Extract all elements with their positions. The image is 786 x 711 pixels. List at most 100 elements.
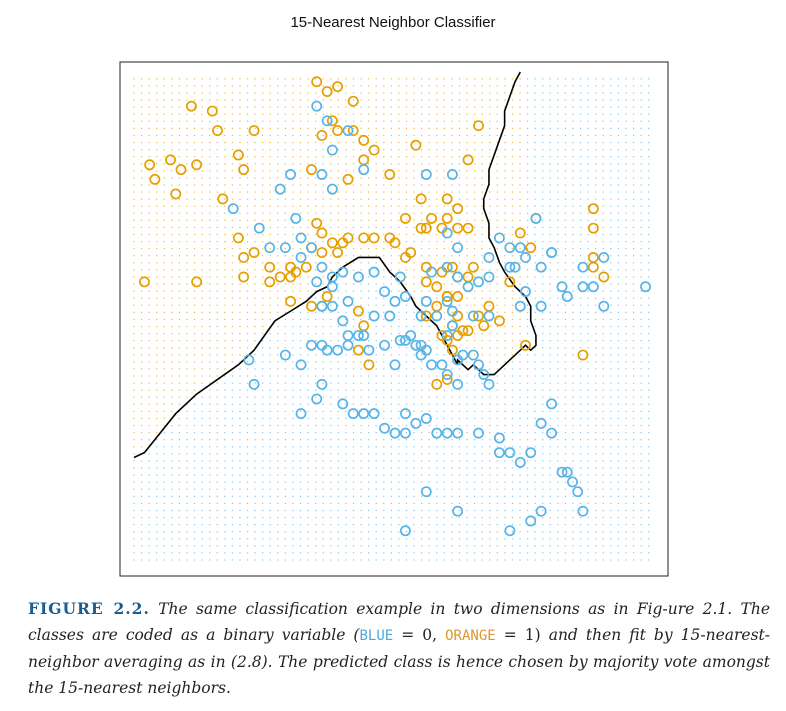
grid-dot bbox=[549, 127, 551, 129]
grid-dot bbox=[564, 502, 567, 504]
grid-dot bbox=[277, 502, 279, 504]
grid-dot bbox=[345, 127, 347, 129]
grid-dot bbox=[610, 99, 612, 101]
grid-dot bbox=[398, 460, 400, 462]
grid-dot bbox=[542, 332, 544, 335]
grid-dot bbox=[322, 163, 324, 165]
grid-dot bbox=[360, 375, 362, 377]
grid-dot bbox=[337, 389, 339, 391]
grid-dot bbox=[587, 156, 589, 158]
grid-dot bbox=[239, 545, 241, 547]
grid-dot bbox=[133, 474, 135, 476]
grid-dot bbox=[595, 325, 597, 328]
grid-dot bbox=[345, 163, 347, 165]
grid-dot bbox=[262, 389, 264, 391]
grid-dot bbox=[193, 439, 196, 441]
grid-dot bbox=[352, 439, 355, 441]
orange-point bbox=[353, 344, 364, 356]
grid-dot bbox=[443, 163, 445, 165]
grid-dot bbox=[209, 354, 211, 356]
grid-dot bbox=[337, 460, 339, 462]
grid-dot bbox=[519, 297, 521, 299]
grid-dot bbox=[254, 177, 256, 179]
grid-dot bbox=[564, 531, 567, 533]
grid-dot bbox=[436, 502, 438, 504]
grid-dot bbox=[542, 283, 544, 285]
grid-dot bbox=[148, 212, 150, 214]
grid-dot bbox=[383, 134, 385, 137]
grid-dot bbox=[239, 106, 241, 108]
grid-dot bbox=[269, 389, 271, 391]
grid-dot bbox=[307, 233, 309, 236]
grid-dot bbox=[474, 446, 476, 448]
grid-dot bbox=[610, 283, 612, 285]
grid-dot bbox=[277, 85, 279, 87]
grid-dot bbox=[254, 467, 256, 469]
grid-dot bbox=[315, 410, 317, 413]
grid-dot bbox=[360, 283, 362, 285]
grid-dot bbox=[421, 460, 423, 462]
grid-dot bbox=[504, 509, 506, 512]
grid-dot bbox=[277, 424, 279, 427]
grid-dot bbox=[640, 389, 642, 391]
grid-dot bbox=[549, 481, 551, 483]
grid-dot bbox=[315, 488, 317, 490]
grid-dot bbox=[481, 396, 483, 398]
grid-dot bbox=[625, 332, 627, 335]
grid-dot bbox=[413, 439, 415, 441]
orange-point bbox=[467, 261, 479, 273]
grid-dot bbox=[337, 495, 339, 497]
grid-dot bbox=[632, 283, 635, 285]
grid-dot bbox=[201, 488, 203, 490]
grid-dot bbox=[345, 424, 347, 427]
grid-dot bbox=[579, 531, 582, 533]
blue-point bbox=[342, 125, 354, 137]
grid-dot bbox=[405, 248, 408, 250]
grid-dot bbox=[489, 347, 491, 349]
grid-dot bbox=[262, 340, 264, 342]
grid-dot bbox=[299, 516, 302, 519]
grid-dot bbox=[337, 502, 339, 504]
grid-dot bbox=[178, 481, 181, 483]
grid-dot bbox=[216, 559, 218, 561]
grid-dot bbox=[231, 502, 233, 504]
grid-dot bbox=[579, 248, 582, 250]
grid-dot bbox=[595, 106, 597, 108]
grid-dot bbox=[186, 127, 188, 129]
grid-dot bbox=[625, 552, 627, 554]
grid-dot bbox=[625, 177, 627, 179]
grid-dot bbox=[148, 403, 150, 405]
grid-dot bbox=[572, 92, 574, 94]
grid-dot bbox=[428, 446, 430, 448]
grid-dot bbox=[579, 538, 582, 540]
grid-dot bbox=[383, 495, 385, 497]
grid-dot bbox=[277, 538, 279, 540]
grid-dot bbox=[504, 191, 506, 193]
grid-dot bbox=[269, 113, 271, 115]
grid-dot bbox=[186, 163, 188, 165]
grid-dot bbox=[186, 177, 188, 179]
blue-point bbox=[227, 203, 239, 215]
grid-dot bbox=[526, 538, 529, 540]
grid-dot bbox=[360, 205, 362, 207]
grid-dot bbox=[519, 524, 521, 526]
grid-dot bbox=[171, 283, 173, 285]
grid-dot bbox=[368, 269, 370, 271]
grid-dot bbox=[557, 325, 559, 328]
grid-dot bbox=[579, 134, 582, 137]
grid-dot bbox=[564, 347, 567, 349]
grid-dot bbox=[292, 417, 294, 420]
grid-dot bbox=[421, 410, 423, 413]
grid-dot bbox=[534, 226, 536, 229]
grid-dot bbox=[390, 85, 392, 87]
grid-dot bbox=[587, 106, 589, 108]
grid-dot bbox=[489, 382, 491, 384]
grid-dot bbox=[572, 368, 574, 370]
grid-dot bbox=[262, 269, 264, 271]
grid-dot bbox=[640, 262, 642, 264]
grid-dot bbox=[398, 248, 400, 250]
grid-dot bbox=[383, 113, 385, 115]
grid-dot bbox=[178, 156, 181, 158]
grid-dot bbox=[224, 318, 226, 321]
grid-dot bbox=[322, 127, 324, 129]
